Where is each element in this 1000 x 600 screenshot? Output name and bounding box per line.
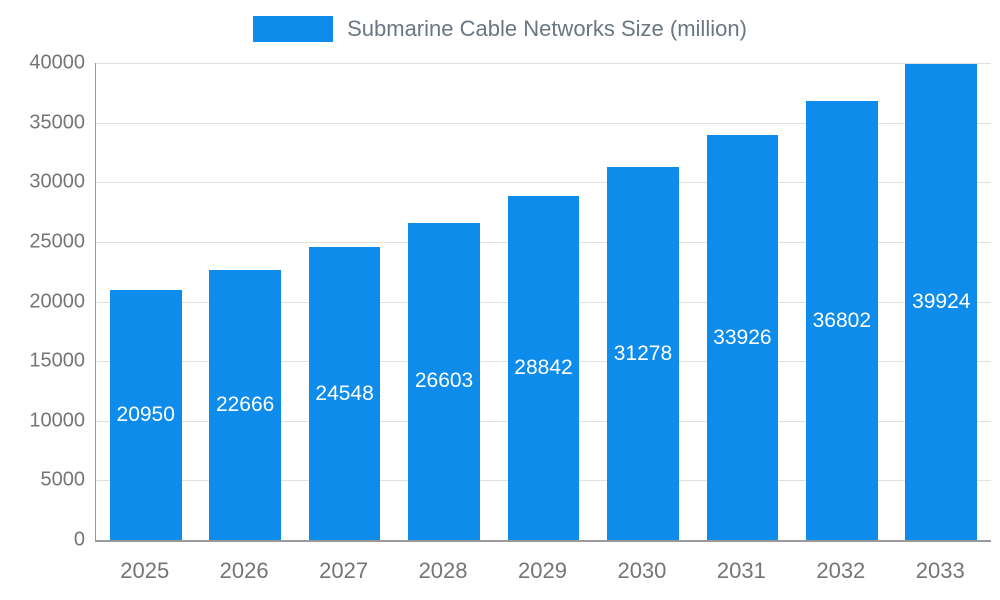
gridline	[96, 182, 991, 184]
x-axis-tick-label: 2028	[418, 558, 468, 583]
bar-value-label: 33926	[713, 325, 772, 349]
bar-value-label: 36802	[812, 308, 872, 332]
x-axis-tick-label: 2027	[319, 558, 369, 583]
y-axis-tick-label: 35000	[29, 111, 85, 134]
x-axis-tick-label: 2025	[120, 558, 170, 583]
bar-value-label: 24548	[315, 381, 374, 405]
bar-2026: 22666	[209, 269, 281, 540]
gridline	[96, 122, 991, 124]
chart-legend: Submarine Cable Networks Size (million)	[0, 16, 1000, 42]
bar-value-label: 39924	[912, 289, 971, 313]
bar-value-label: 20950	[116, 403, 175, 427]
bar-value-label: 26603	[414, 369, 474, 393]
bar-2029: 28842	[507, 196, 580, 540]
y-axis-tick-label: 25000	[29, 230, 85, 253]
x-axis-tick-label: 2029	[518, 558, 567, 583]
y-axis-tick-label: 40000	[29, 51, 85, 74]
y-axis-tick-label: 10000	[29, 409, 85, 432]
y-axis-tick-label: 0	[73, 528, 85, 551]
y-axis-tick-label: 15000	[29, 349, 85, 372]
y-axis-tick-label: 20000	[29, 290, 85, 312]
bar-2030: 31278	[607, 167, 679, 540]
bar-value-label: 22666	[215, 392, 275, 416]
bar-2025: 20950	[109, 290, 182, 540]
gridline	[96, 63, 991, 64]
y-axis-tick-label: 5000	[40, 468, 86, 491]
y-axis-tick-label: 30000	[29, 170, 85, 193]
bar-2033: 39924	[905, 63, 978, 540]
x-axis-tick-label: 2031	[716, 558, 766, 583]
bar-2032: 36802	[806, 101, 878, 540]
plot-area: 20950 22666 24548 26603 28842 31278 33926 36802…	[95, 63, 991, 542]
y-axis: 0 5000 10000 15000 20000 25000 30000 35000 40000	[0, 0, 85, 600]
x-axis-tick-label: 2030	[617, 558, 667, 583]
x-axis-tick-label: 2026	[219, 558, 269, 583]
bar-value-label: 28842	[514, 356, 573, 380]
chart-title: Submarine Cable Networks Size (million)	[347, 16, 747, 41]
bar-value-label: 31278	[613, 341, 673, 365]
x-axis-tick-label: 2033	[915, 558, 965, 583]
bar-2031: 33926	[706, 135, 779, 540]
bar-2027: 24548	[308, 247, 381, 540]
bar-2028: 26603	[408, 222, 480, 540]
bar-series: 20950 22666 24548 26603 28842 31278 33926 36802…	[96, 63, 991, 540]
legend-swatch	[253, 16, 334, 42]
x-axis-tick-label: 2032	[816, 558, 866, 583]
